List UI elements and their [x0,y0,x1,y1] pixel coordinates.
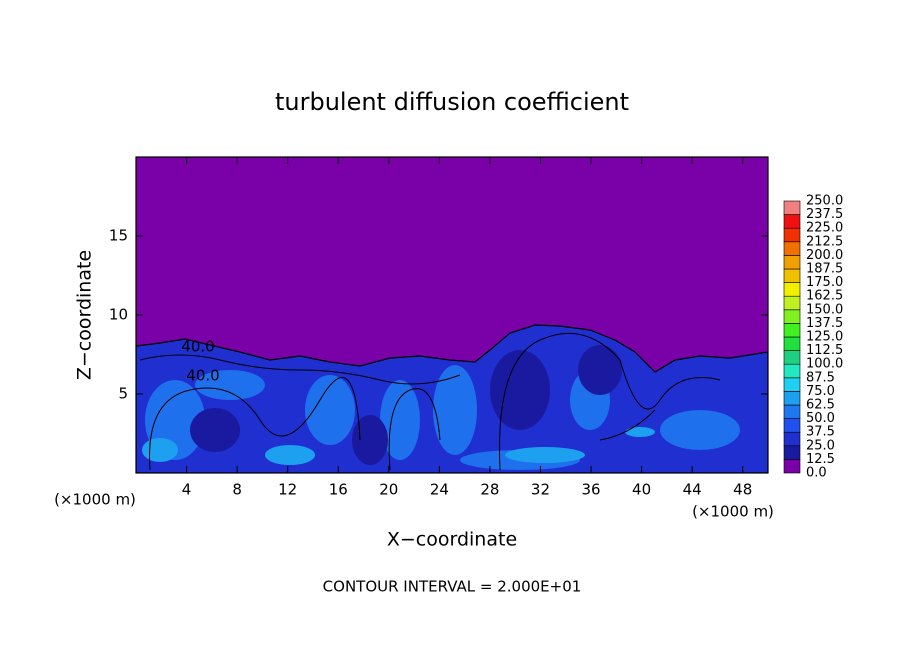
x-axis-label: X−coordinate [387,529,517,551]
x-tick-label: 48 [733,481,752,499]
colorbar-label: 212.5 [806,234,843,249]
colorbar-box [783,404,801,419]
x-tick-label: 4 [182,481,192,499]
colorbar-label: 37.5 [806,425,835,440]
x-tick-label: 40 [632,481,651,499]
colorbar-box [783,431,801,447]
y-tick-label: 5 [118,385,128,403]
colorbar-box [783,445,801,460]
colorbar-label: 125.0 [806,330,843,345]
colorbar-label: 250.0 [806,194,843,209]
colorbar-label: 25.0 [806,438,835,453]
colorbar-label: 112.5 [806,343,843,358]
contour-lines [139,332,721,471]
x-tick-label: 16 [329,481,348,499]
colorbar-label: 100.0 [806,357,843,372]
colorbar-label: 62.5 [806,398,835,413]
colorbar-box [783,268,801,283]
colorbar-box [783,323,801,338]
colorbar-label: 137.5 [806,316,843,331]
colorbar-box [783,391,801,406]
x-tick-label: 36 [581,481,600,499]
colorbar-box [783,309,801,324]
colorbar-label: 75.0 [806,384,835,399]
x-tick-label: 12 [278,481,297,499]
colorbar-label: 187.5 [806,262,843,277]
field-highs [142,427,655,465]
y-unit: (×1000 m) [54,491,136,509]
colorbar-label: 50.0 [806,411,835,426]
colorbar-label: 150.0 [806,302,843,317]
colorbar-box [783,418,801,433]
colorbar: 0.012.525.037.550.062.575.087.5100.0112.… [783,194,843,481]
annotation: CONTOUR INTERVAL = 2.000E+01 [323,578,582,596]
colorbar-box [783,227,801,243]
colorbar-box [783,241,801,256]
contour-label: 40.0 [181,338,214,356]
colorbar-box [783,350,801,365]
colorbar-label: 200.0 [806,248,843,263]
colorbar-label: 237.5 [806,207,843,222]
x-unit: (×1000 m) [692,503,774,521]
field [136,157,768,473]
field-lows [190,345,622,465]
colorbar-box [783,336,801,351]
colorbar-label: 87.5 [806,370,835,385]
y-tick-label: 10 [109,306,128,324]
colorbar-box [783,200,801,215]
x-tick-label: 8 [232,481,242,499]
colorbar-box [783,363,801,379]
colorbar-box [783,255,801,270]
colorbar-box [783,214,801,229]
y-tick-label: 15 [109,227,128,245]
chart-title: turbulent diffusion coefficient [275,88,629,116]
colorbar-label: 225.0 [806,221,843,236]
x-tick-label: 44 [683,481,702,499]
colorbar-box [783,377,801,392]
x-tick-label: 24 [430,481,449,499]
colorbar-label: 175.0 [806,275,843,290]
x-tick-label: 20 [379,481,398,499]
colorbar-label: 12.5 [806,452,835,467]
colorbar-box [783,459,801,474]
colorbar-box [783,282,801,297]
colorbar-label: 162.5 [806,289,843,304]
x-tick-label: 28 [480,481,499,499]
contour-label: 40.0 [186,367,219,385]
colorbar-box [783,295,801,311]
x-tick-label: 32 [531,481,550,499]
colorbar-label: 0.0 [806,466,827,481]
y-axis-label: Z−coordinate [74,250,96,380]
